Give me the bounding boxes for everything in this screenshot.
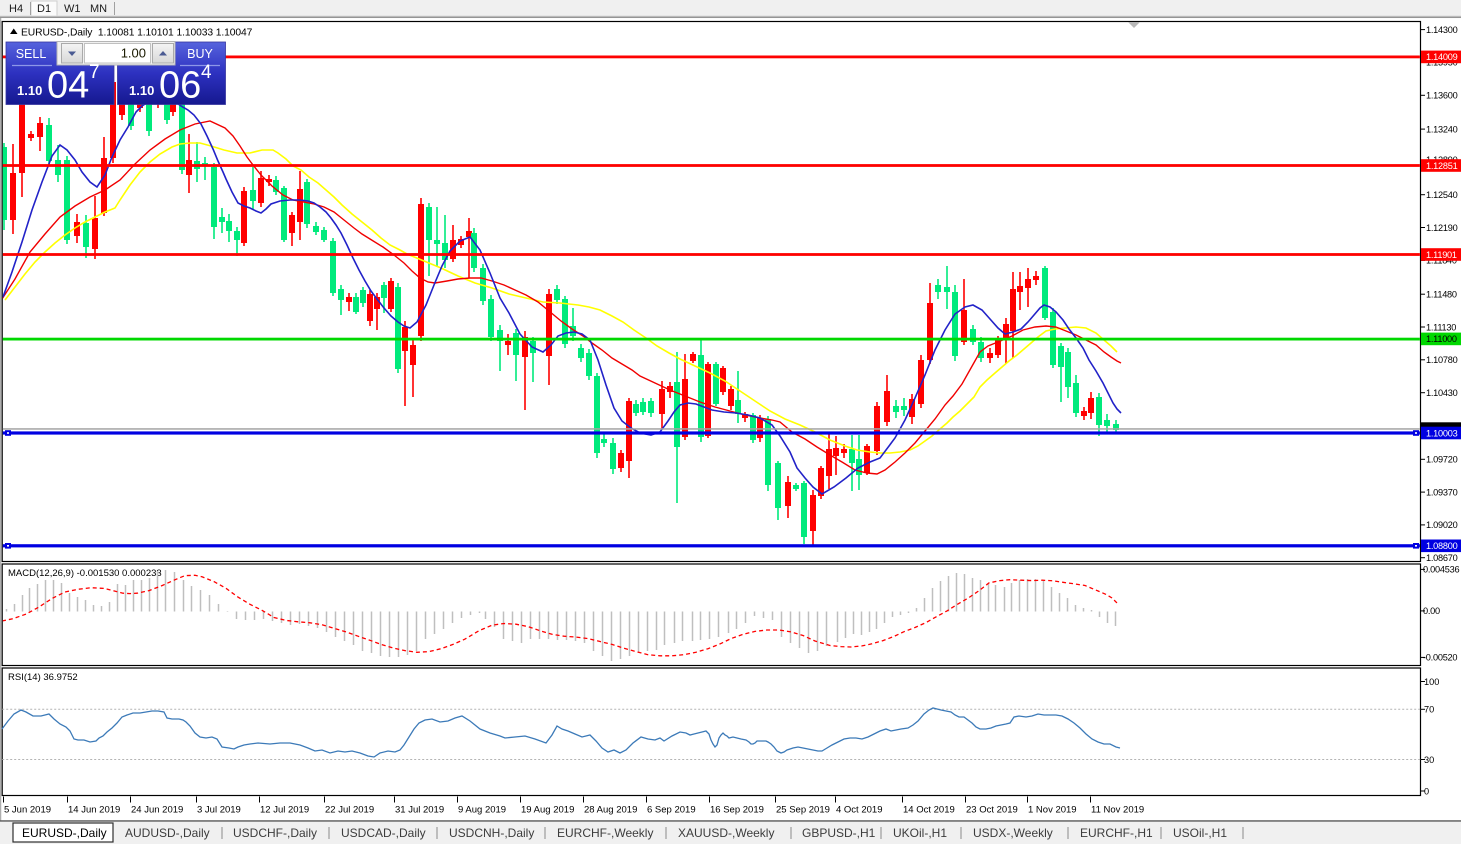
svg-text:EURUSD-,Daily 1.10081 1.10101: EURUSD-,Daily 1.10081 1.10101 1.10033 1.… <box>21 28 253 39</box>
svg-text:USDCAD-,Daily: USDCAD-,Daily <box>341 826 426 840</box>
svg-text:-0.00520: -0.00520 <box>1423 653 1457 663</box>
svg-text:22 Jul 2019: 22 Jul 2019 <box>325 805 374 816</box>
svg-text:6 Sep 2019: 6 Sep 2019 <box>647 805 696 816</box>
svg-text:MN: MN <box>90 3 107 15</box>
svg-text:1.10: 1.10 <box>17 83 42 98</box>
svg-text:EURCHF-,Weekly: EURCHF-,Weekly <box>557 826 653 840</box>
svg-text:31 Jul 2019: 31 Jul 2019 <box>395 805 444 816</box>
svg-text:14 Oct 2019: 14 Oct 2019 <box>903 805 955 816</box>
svg-text:1.11130: 1.11130 <box>1426 322 1456 332</box>
svg-text:0: 0 <box>1424 786 1429 796</box>
svg-text:19 Aug 2019: 19 Aug 2019 <box>521 805 574 816</box>
svg-text:BUY: BUY <box>187 47 213 61</box>
svg-text:1.10: 1.10 <box>129 83 154 98</box>
svg-text:25 Sep 2019: 25 Sep 2019 <box>776 805 830 816</box>
svg-text:USOil-,H1: USOil-,H1 <box>1173 826 1227 840</box>
svg-text:11 Nov 2019: 11 Nov 2019 <box>1091 805 1144 816</box>
svg-text:3 Jul 2019: 3 Jul 2019 <box>197 805 241 816</box>
svg-text:RSI(14) 36.9752: RSI(14) 36.9752 <box>8 672 78 683</box>
svg-text:1.12190: 1.12190 <box>1426 223 1458 233</box>
svg-text:USDCHF-,Daily: USDCHF-,Daily <box>233 826 317 840</box>
svg-text:AUDUSD-,Daily: AUDUSD-,Daily <box>125 826 210 840</box>
svg-text:W1: W1 <box>64 3 81 15</box>
svg-text:7: 7 <box>89 62 100 83</box>
svg-text:1.12851: 1.12851 <box>1426 161 1458 171</box>
svg-text:GBPUSD-,H1: GBPUSD-,H1 <box>802 826 876 840</box>
svg-text:USDCNH-,Daily: USDCNH-,Daily <box>449 826 534 840</box>
svg-text:1.10430: 1.10430 <box>1426 388 1458 398</box>
svg-text:12 Jul 2019: 12 Jul 2019 <box>260 805 309 816</box>
svg-text:14 Jun 2019: 14 Jun 2019 <box>68 805 120 816</box>
svg-text:0.00: 0.00 <box>1423 606 1440 616</box>
svg-text:04: 04 <box>47 65 89 107</box>
svg-text:30: 30 <box>1424 755 1434 765</box>
svg-text:EURUSD-,Daily: EURUSD-,Daily <box>22 826 107 840</box>
svg-text:1.08670: 1.08670 <box>1426 553 1458 563</box>
svg-text:H4: H4 <box>9 3 23 15</box>
svg-text:D1: D1 <box>37 3 51 15</box>
svg-text:100: 100 <box>1424 677 1439 687</box>
svg-text:1.13600: 1.13600 <box>1426 91 1458 101</box>
svg-text:06: 06 <box>159 65 201 107</box>
svg-text:1.10780: 1.10780 <box>1426 355 1458 365</box>
svg-text:1.10003: 1.10003 <box>1426 428 1458 438</box>
svg-text:4 Oct 2019: 4 Oct 2019 <box>836 805 882 816</box>
svg-text:16 Sep 2019: 16 Sep 2019 <box>710 805 764 816</box>
svg-text:1 Nov 2019: 1 Nov 2019 <box>1028 805 1077 816</box>
svg-text:SELL: SELL <box>16 47 47 61</box>
svg-text:1.00: 1.00 <box>121 46 146 61</box>
svg-text:1.09720: 1.09720 <box>1426 455 1458 465</box>
svg-text:24 Jun 2019: 24 Jun 2019 <box>131 805 183 816</box>
svg-text:EURCHF-,H1: EURCHF-,H1 <box>1080 826 1153 840</box>
svg-text:1.11901: 1.11901 <box>1426 250 1457 260</box>
svg-text:XAUUSD-,Weekly: XAUUSD-,Weekly <box>678 826 774 840</box>
svg-text:5 Jun 2019: 5 Jun 2019 <box>4 805 51 816</box>
svg-text:1.11000: 1.11000 <box>1426 334 1457 344</box>
svg-text:1.09020: 1.09020 <box>1426 520 1458 530</box>
svg-text:1.09370: 1.09370 <box>1426 487 1458 497</box>
svg-text:23 Oct 2019: 23 Oct 2019 <box>966 805 1018 816</box>
svg-text:1.11480: 1.11480 <box>1426 290 1457 300</box>
svg-text:9 Aug 2019: 9 Aug 2019 <box>458 805 506 816</box>
svg-text:1.12540: 1.12540 <box>1426 190 1458 200</box>
svg-text:UKOil-,H1: UKOil-,H1 <box>893 826 947 840</box>
svg-text:0.004536: 0.004536 <box>1423 565 1459 575</box>
svg-text:4: 4 <box>201 62 212 83</box>
svg-text:MACD(12,26,9) -0.001530 0.0002: MACD(12,26,9) -0.001530 0.000233 <box>8 568 162 579</box>
svg-text:1.08800: 1.08800 <box>1426 541 1458 551</box>
svg-text:1.14300: 1.14300 <box>1426 25 1458 35</box>
svg-text:1.13240: 1.13240 <box>1426 124 1458 134</box>
svg-text:70: 70 <box>1424 705 1434 715</box>
svg-text:28 Aug 2019: 28 Aug 2019 <box>584 805 637 816</box>
svg-text:1.14009: 1.14009 <box>1426 52 1458 62</box>
svg-text:USDX-,Weekly: USDX-,Weekly <box>973 826 1053 840</box>
